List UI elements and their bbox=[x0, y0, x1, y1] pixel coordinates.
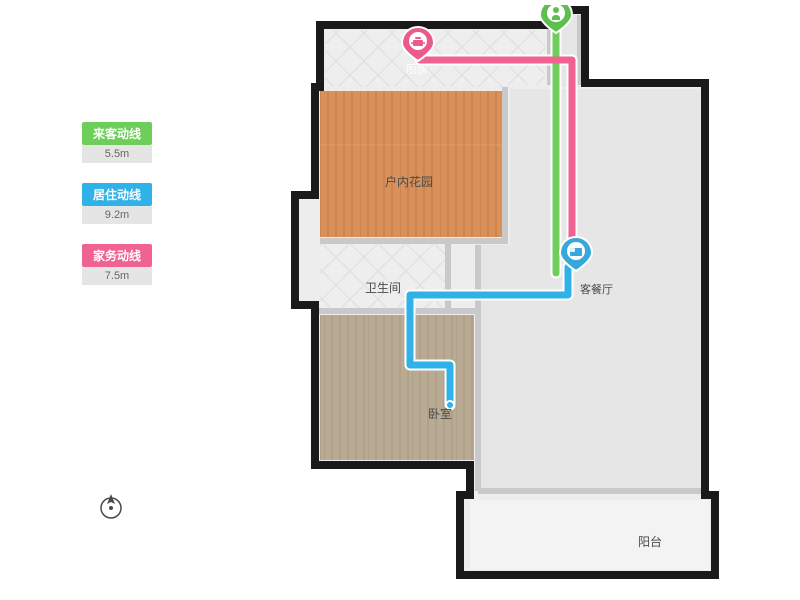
room-label-bedroom: 卧室 bbox=[428, 405, 452, 422]
legend-value: 7.5m bbox=[82, 267, 152, 285]
legend-title: 家务动线 bbox=[82, 244, 152, 267]
legend-item-visitor: 来客动线 5.5m bbox=[82, 122, 152, 163]
marker-label-kitchen: 厨房 bbox=[406, 61, 428, 77]
legend: 来客动线 5.5m 居住动线 9.2m 家务动线 7.5m bbox=[82, 122, 152, 305]
legend-title: 居住动线 bbox=[82, 183, 152, 206]
compass-icon bbox=[95, 490, 127, 527]
room-label-balcony: 阳台 bbox=[638, 533, 662, 550]
legend-item-chores: 家务动线 7.5m bbox=[82, 244, 152, 285]
room-label-bathroom: 卫生间 bbox=[365, 279, 401, 296]
legend-value: 5.5m bbox=[82, 145, 152, 163]
legend-item-living: 居住动线 9.2m bbox=[82, 183, 152, 224]
legend-value: 9.2m bbox=[82, 206, 152, 224]
marker-label-living: 客餐厅 bbox=[580, 281, 613, 297]
legend-title: 来客动线 bbox=[82, 122, 152, 145]
room-label-garden: 户内花园 bbox=[385, 173, 433, 190]
floorplan: 户内花园 卫生间 卧室 阳台 厨房 客餐厅 bbox=[280, 5, 760, 595]
